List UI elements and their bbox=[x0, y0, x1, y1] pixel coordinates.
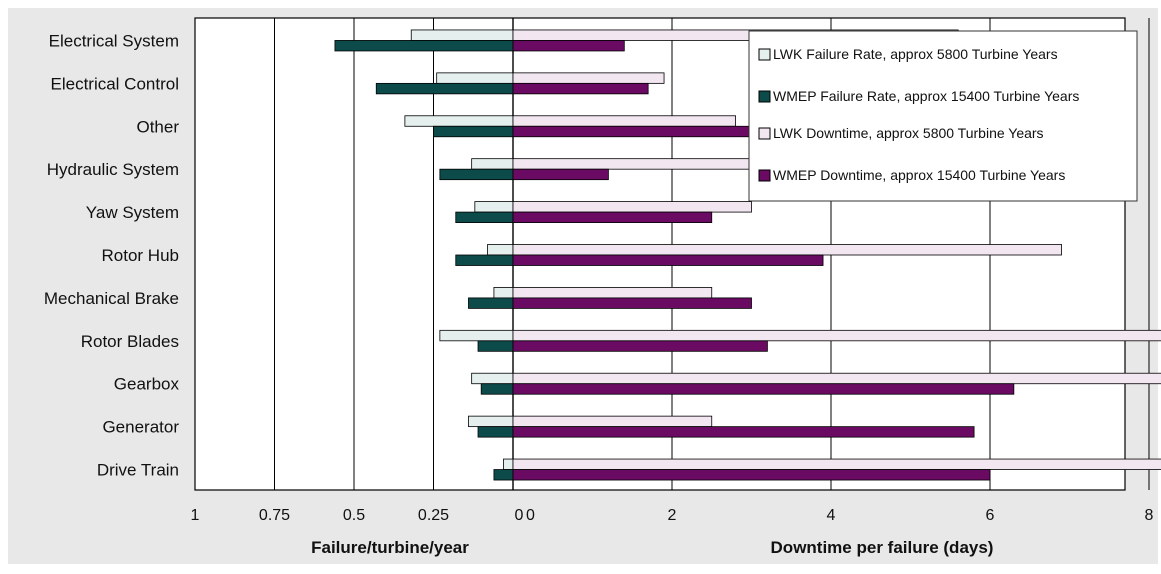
category-label: Electrical Control bbox=[51, 74, 180, 93]
bar-wmep-downtime bbox=[513, 427, 974, 438]
bar-wmep-downtime bbox=[513, 40, 624, 51]
right-axis-label: Downtime per failure (days) bbox=[771, 538, 994, 557]
bar-wmep-failure-rate bbox=[494, 470, 513, 481]
left-tick-label: 1 bbox=[191, 507, 200, 524]
bar-wmep-failure-rate bbox=[434, 126, 514, 137]
bar-lwk-downtime bbox=[513, 459, 1161, 470]
bar-lwk-downtime bbox=[513, 116, 736, 127]
bar-lwk-downtime bbox=[513, 373, 1161, 384]
bar-lwk-downtime bbox=[513, 245, 1062, 256]
bar-lwk-downtime bbox=[513, 330, 1161, 341]
bar-wmep-downtime bbox=[513, 470, 990, 481]
left-tick-label: 0 bbox=[515, 507, 524, 524]
right-tick-label: 8 bbox=[1145, 507, 1154, 524]
bar-wmep-downtime bbox=[513, 83, 648, 94]
bar-wmep-downtime bbox=[513, 212, 712, 223]
bar-lwk-failure-rate bbox=[405, 116, 513, 127]
bar-lwk-failure-rate bbox=[468, 416, 513, 427]
bar-wmep-failure-rate bbox=[456, 212, 513, 223]
bar-lwk-failure-rate bbox=[440, 330, 513, 341]
category-label: Other bbox=[136, 117, 179, 136]
category-label: Electrical System bbox=[49, 31, 179, 50]
bar-lwk-downtime bbox=[513, 287, 712, 298]
bar-lwk-downtime bbox=[513, 202, 752, 213]
category-label: Drive Train bbox=[97, 461, 179, 480]
bar-lwk-downtime bbox=[513, 159, 752, 170]
right-tick-label: 4 bbox=[827, 507, 836, 524]
bar-lwk-downtime bbox=[513, 416, 712, 427]
bar-wmep-downtime bbox=[513, 298, 752, 309]
legend-swatch bbox=[759, 49, 770, 60]
legend: LWK Failure Rate, approx 5800 Turbine Ye… bbox=[749, 31, 1137, 201]
bar-wmep-failure-rate bbox=[478, 427, 513, 438]
legend-swatch bbox=[759, 91, 770, 102]
bar-lwk-failure-rate bbox=[411, 30, 513, 40]
category-label: Rotor Blades bbox=[81, 332, 179, 351]
bar-lwk-failure-rate bbox=[503, 459, 513, 470]
legend-entry: LWK Downtime, approx 5800 Turbine Years bbox=[773, 125, 1044, 141]
left-tick-label: 0.25 bbox=[418, 507, 449, 524]
bar-wmep-failure-rate bbox=[478, 341, 513, 352]
category-label: Yaw System bbox=[86, 203, 179, 222]
bar-lwk-failure-rate bbox=[475, 202, 513, 213]
bar-lwk-failure-rate bbox=[472, 373, 513, 384]
bar-wmep-downtime bbox=[513, 384, 1014, 395]
bar-wmep-downtime bbox=[513, 169, 608, 180]
bar-lwk-downtime bbox=[513, 73, 664, 84]
bar-wmep-failure-rate bbox=[481, 384, 513, 395]
bar-wmep-failure-rate bbox=[335, 40, 513, 51]
left-tick-label: 0.5 bbox=[343, 507, 365, 524]
left-tick-label: 0.75 bbox=[259, 507, 290, 524]
bar-wmep-failure-rate bbox=[456, 255, 513, 266]
legend-swatch bbox=[759, 128, 770, 139]
legend-entry: WMEP Failure Rate, approx 15400 Turbine … bbox=[773, 88, 1079, 104]
left-axis-label: Failure/turbine/year bbox=[311, 538, 469, 557]
bar-wmep-downtime bbox=[513, 341, 767, 352]
category-label: Hydraulic System bbox=[47, 160, 179, 179]
bar-lwk-failure-rate bbox=[494, 287, 513, 298]
category-label: Mechanical Brake bbox=[44, 289, 179, 308]
right-tick-label: 6 bbox=[986, 507, 995, 524]
bar-wmep-failure-rate bbox=[468, 298, 513, 309]
legend-entry: WMEP Downtime, approx 15400 Turbine Year… bbox=[773, 167, 1065, 183]
category-label: Gearbox bbox=[114, 375, 180, 394]
bar-lwk-failure-rate bbox=[472, 159, 513, 170]
bar-wmep-failure-rate bbox=[440, 169, 513, 180]
bar-lwk-failure-rate bbox=[437, 73, 513, 84]
legend-entry: LWK Failure Rate, approx 5800 Turbine Ye… bbox=[773, 46, 1058, 62]
right-tick-label: 2 bbox=[668, 507, 677, 524]
bar-wmep-failure-rate bbox=[376, 83, 513, 94]
bar-wmep-downtime bbox=[513, 255, 823, 266]
right-tick-label: 0 bbox=[526, 507, 535, 524]
bar-lwk-failure-rate bbox=[488, 245, 513, 256]
category-label: Rotor Hub bbox=[102, 246, 179, 265]
legend-swatch bbox=[759, 170, 770, 181]
category-label: Generator bbox=[102, 418, 179, 437]
